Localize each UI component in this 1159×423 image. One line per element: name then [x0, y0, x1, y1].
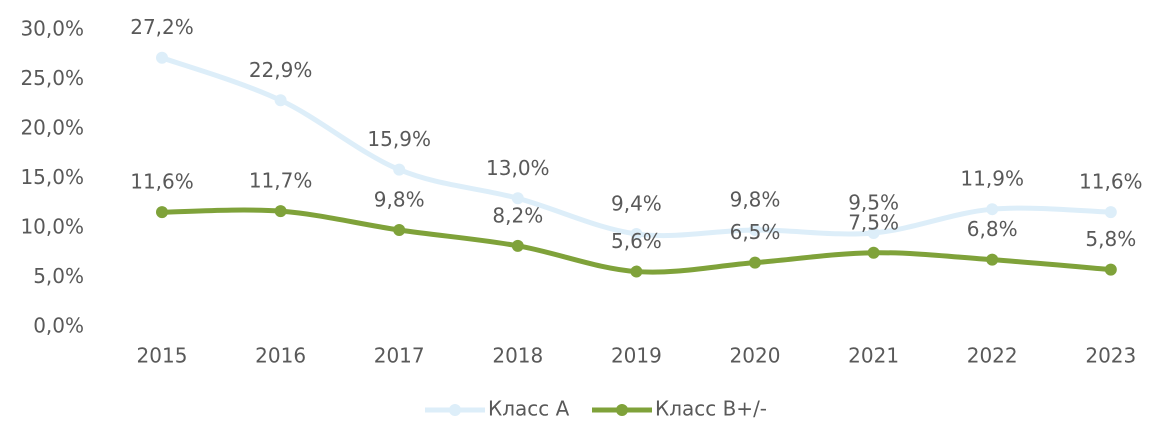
y-tick-label: 15,0%	[20, 165, 84, 189]
data-point	[986, 253, 999, 266]
data-label: 22,9%	[249, 58, 313, 82]
data-point	[630, 265, 643, 278]
data-point	[511, 192, 524, 205]
y-tick-label: 10,0%	[20, 215, 84, 239]
legend-marker	[449, 404, 461, 416]
data-label: 9,5%	[848, 190, 899, 214]
y-tick-label: 25,0%	[20, 66, 84, 90]
x-tick-label: 2016	[255, 344, 306, 368]
y-tick-label: 5,0%	[33, 264, 84, 288]
data-label: 11,6%	[130, 170, 194, 194]
data-point	[156, 51, 168, 64]
data-label: 11,7%	[249, 169, 313, 193]
data-point	[511, 239, 524, 252]
legend-label: Класс В+/-	[655, 397, 767, 421]
data-label: 5,6%	[611, 229, 662, 253]
x-tick-label: 2017	[374, 344, 425, 368]
data-label: 11,9%	[960, 167, 1024, 191]
x-tick-label: 2020	[730, 344, 781, 368]
y-tick-label: 0,0%	[33, 314, 84, 338]
data-label: 5,8%	[1085, 227, 1136, 251]
y-tick-label: 30,0%	[20, 17, 84, 41]
data-label: 6,5%	[730, 220, 781, 244]
data-point	[393, 163, 406, 176]
data-label: 15,9%	[367, 127, 431, 151]
data-label: 8,2%	[492, 203, 543, 227]
data-label: 7,5%	[848, 210, 899, 234]
data-label: 9,8%	[374, 187, 425, 211]
data-label: 6,8%	[967, 217, 1018, 241]
legend-label: Класс А	[488, 397, 570, 421]
data-point	[867, 246, 880, 259]
data-point	[1104, 206, 1117, 219]
x-tick-label: 2018	[492, 344, 543, 368]
data-point	[393, 223, 406, 236]
x-tick-label: 2022	[967, 344, 1018, 368]
data-point	[749, 256, 761, 269]
y-tick-label: 20,0%	[20, 116, 84, 140]
data-point	[1104, 263, 1117, 276]
data-point	[986, 203, 999, 216]
data-label: 11,6%	[1079, 170, 1143, 194]
data-point	[749, 223, 761, 236]
x-tick-label: 2023	[1085, 344, 1136, 368]
x-tick-label: 2019	[611, 344, 662, 368]
data-label: 9,8%	[730, 187, 781, 211]
data-point	[156, 206, 168, 219]
data-point	[274, 205, 287, 218]
data-point	[630, 227, 643, 240]
data-point	[867, 226, 880, 239]
data-label: 9,4%	[611, 191, 662, 215]
x-tick-label: 2015	[137, 344, 188, 368]
legend-marker	[616, 404, 628, 416]
data-label: 27,2%	[130, 15, 194, 39]
data-point	[274, 94, 287, 107]
x-tick-label: 2021	[848, 344, 899, 368]
data-label: 13,0%	[486, 156, 550, 180]
